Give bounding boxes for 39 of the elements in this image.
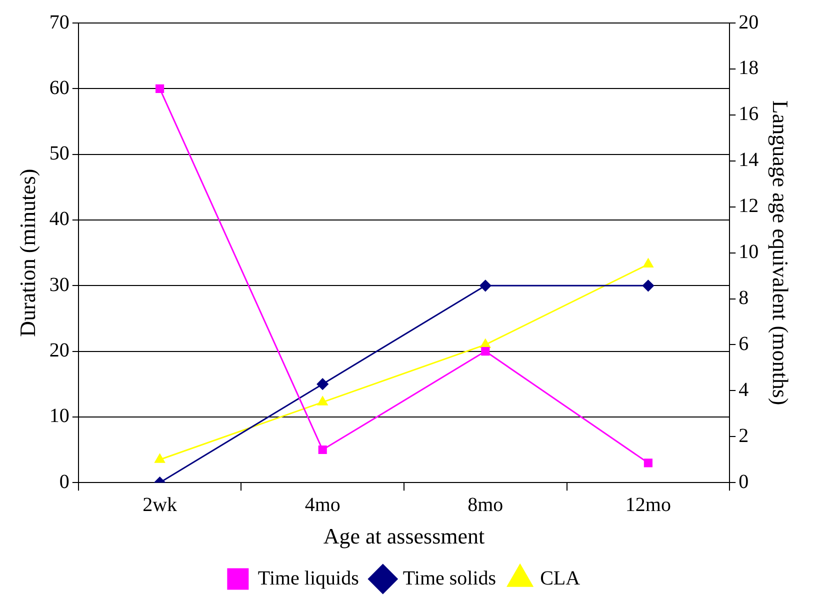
y-tick-label: 60	[49, 76, 70, 99]
x-tick-label: 12mo	[625, 494, 671, 516]
point	[156, 84, 164, 93]
y2-tick-label: 8	[738, 287, 749, 310]
point	[154, 454, 165, 463]
y2-tick-label: 4	[738, 378, 749, 401]
y2-tick-label: 20	[738, 11, 759, 34]
y2-tick-label: 0	[738, 470, 749, 493]
y-axis-title: Duration (minutes)	[14, 168, 40, 337]
y2-tick-label: 14	[738, 149, 759, 172]
point	[643, 258, 654, 268]
y2-tick-label: 18	[738, 57, 759, 80]
x-tick-label: 4mo	[304, 494, 340, 516]
point	[481, 347, 490, 356]
y-tick-label: 40	[49, 208, 70, 230]
y2-tick-label: 2	[738, 424, 749, 447]
legend-label: Time solids	[402, 567, 496, 590]
point	[318, 445, 327, 454]
x-tick-label: 8mo	[468, 494, 504, 516]
y-tick-label: 50	[49, 142, 70, 165]
x-axis-title: Age at assessment	[323, 524, 485, 549]
point	[644, 458, 652, 468]
legend-label: Time liquids	[258, 567, 360, 590]
y2-tick-label: 6	[738, 332, 749, 355]
legend-label: CLA	[540, 567, 581, 590]
y2-tick-label: 10	[738, 241, 759, 264]
y-tick-label: 10	[49, 405, 70, 428]
point	[316, 378, 328, 390]
x-tick-label: 2wk	[142, 494, 178, 516]
y-tick-label: 20	[49, 340, 70, 362]
y2-tick-label: 12	[738, 195, 759, 218]
y2-axis-title: Language age equivalent (months)	[768, 100, 794, 406]
y-tick-label: 70	[49, 11, 70, 34]
y-tick-label: 0	[59, 470, 70, 493]
y-tick-label: 30	[49, 274, 70, 296]
point	[318, 396, 328, 406]
y2-tick-label: 16	[738, 103, 759, 126]
point	[480, 280, 492, 292]
point	[642, 280, 654, 292]
